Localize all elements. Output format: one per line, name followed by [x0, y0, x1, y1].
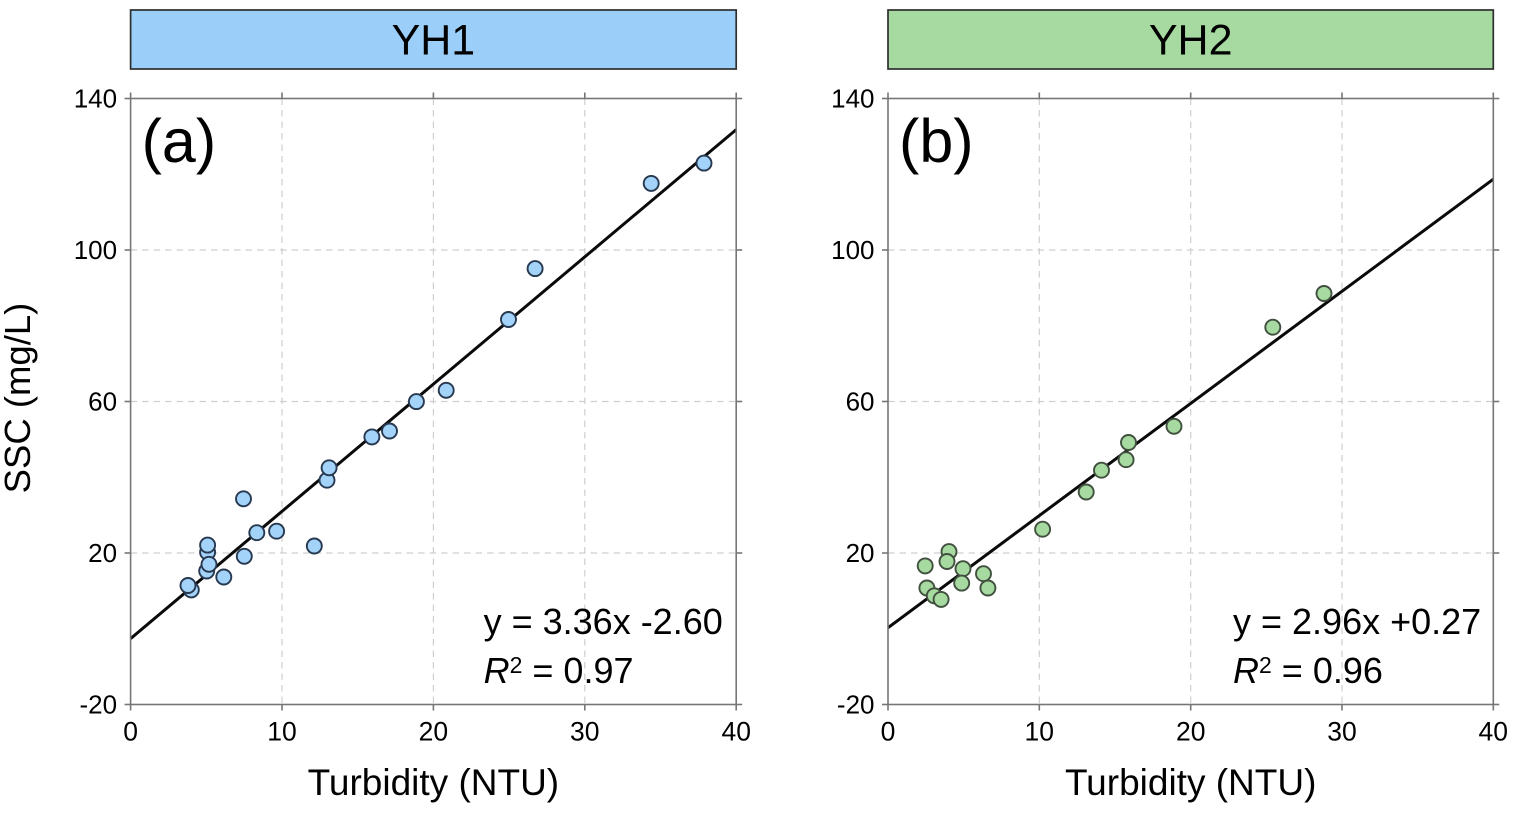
svg-text:YH1: YH1: [392, 17, 476, 65]
svg-text:10: 10: [1025, 717, 1054, 747]
svg-text:20: 20: [88, 538, 117, 568]
svg-text:40: 40: [721, 717, 750, 747]
svg-text:YH2: YH2: [1149, 17, 1233, 65]
svg-text:y = 3.36x -2.60: y = 3.36x -2.60: [484, 601, 723, 642]
svg-text:20: 20: [846, 538, 875, 568]
svg-text:140: 140: [831, 84, 874, 114]
svg-text:140: 140: [74, 84, 117, 114]
svg-text:Turbidity (NTU): Turbidity (NTU): [1065, 762, 1316, 803]
svg-text:60: 60: [88, 387, 117, 417]
svg-text:60: 60: [846, 387, 875, 417]
svg-text:20: 20: [419, 717, 448, 747]
svg-text:R2 = 0.97: R2 = 0.97: [484, 650, 634, 691]
svg-text:20: 20: [1176, 717, 1205, 747]
svg-text:-20: -20: [837, 690, 875, 720]
svg-text:40: 40: [1479, 717, 1508, 747]
svg-text:30: 30: [1327, 717, 1356, 747]
svg-text:Turbidity (NTU): Turbidity (NTU): [308, 762, 559, 803]
svg-text:R2 = 0.96: R2 = 0.96: [1233, 650, 1383, 691]
svg-text:10: 10: [267, 717, 296, 747]
svg-text:SSC (mg/L): SSC (mg/L): [0, 303, 38, 494]
svg-text:30: 30: [570, 717, 599, 747]
svg-text:100: 100: [74, 235, 117, 265]
svg-text:0: 0: [123, 717, 138, 747]
svg-text:-20: -20: [80, 690, 118, 720]
svg-text:(a): (a): [142, 107, 217, 175]
svg-text:(b): (b): [899, 107, 974, 175]
svg-text:y = 2.96x +0.27: y = 2.96x +0.27: [1233, 601, 1481, 642]
svg-text:0: 0: [881, 717, 896, 747]
svg-text:100: 100: [831, 235, 874, 265]
